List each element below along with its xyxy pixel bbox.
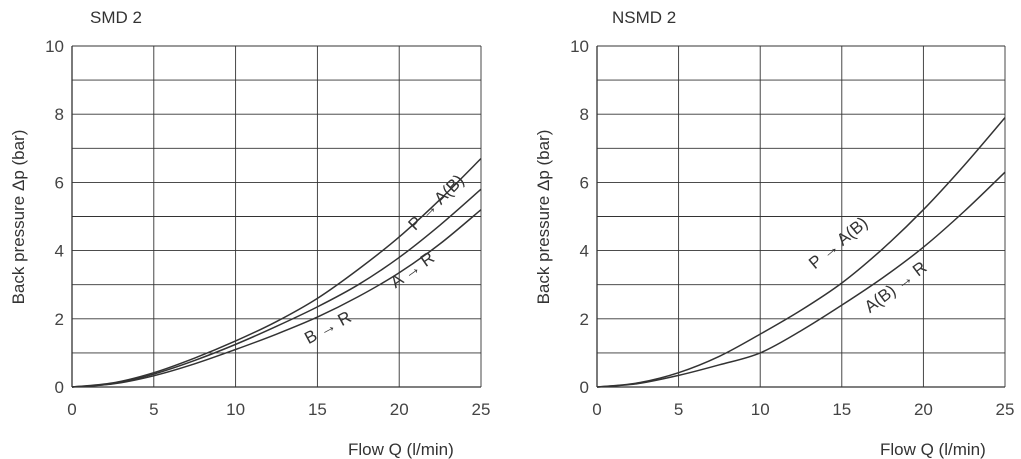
x-axis-label: Flow Q (l/min) <box>880 440 986 459</box>
x-tick-label: 10 <box>226 400 245 419</box>
chart-nsmd2: NSMD 2 Flow Q (l/min) Back pressure Δp (… <box>534 8 1014 459</box>
chart-title: NSMD 2 <box>612 8 676 27</box>
x-tick-label: 0 <box>67 400 76 419</box>
series-line-3 <box>71 209 482 388</box>
y-tick-label: 2 <box>55 310 64 329</box>
y-tick-label: 4 <box>55 242 64 261</box>
y-tick-label: 6 <box>55 173 64 192</box>
x-tick-label: 15 <box>832 400 851 419</box>
x-tick-label: 5 <box>149 400 158 419</box>
series-label-1: P → A(B) <box>805 213 871 273</box>
y-axis-label: Back pressure Δp (bar) <box>9 130 28 305</box>
y-tick-label: 4 <box>580 242 589 261</box>
x-tick-label: 20 <box>914 400 933 419</box>
chart-smd2: SMD 2 Flow Q (l/min) Back pressure Δp (b… <box>9 8 490 459</box>
x-tick-label: 5 <box>674 400 683 419</box>
series-line-2 <box>596 171 1006 388</box>
series-line-1 <box>71 157 482 388</box>
series-label-1: P → A(B) <box>405 171 468 234</box>
y-tick-label: 8 <box>55 105 64 124</box>
y-axis-label: Back pressure Δp (bar) <box>534 130 553 305</box>
y-tick-label: 0 <box>55 378 64 397</box>
y-tick-label: 0 <box>580 378 589 397</box>
y-tick-label: 6 <box>580 173 589 192</box>
x-tick-label: 10 <box>751 400 770 419</box>
x-tick-label: 0 <box>592 400 601 419</box>
chart-title: SMD 2 <box>90 8 142 27</box>
x-tick-label: 15 <box>308 400 327 419</box>
x-tick-label: 25 <box>472 400 491 419</box>
x-axis-label: Flow Q (l/min) <box>348 440 454 459</box>
x-tick-label: 20 <box>390 400 409 419</box>
series-label-2: B → R <box>301 307 354 348</box>
y-tick-label: 10 <box>570 37 589 56</box>
series-label-2: A(B) → R <box>861 258 931 317</box>
series-label-3: A → R <box>387 248 438 292</box>
series-line-2 <box>71 188 482 388</box>
y-tick-label: 2 <box>580 310 589 329</box>
y-tick-label: 10 <box>45 37 64 56</box>
series-line-1 <box>596 117 1006 388</box>
x-tick-label: 25 <box>996 400 1015 419</box>
y-tick-label: 8 <box>580 105 589 124</box>
